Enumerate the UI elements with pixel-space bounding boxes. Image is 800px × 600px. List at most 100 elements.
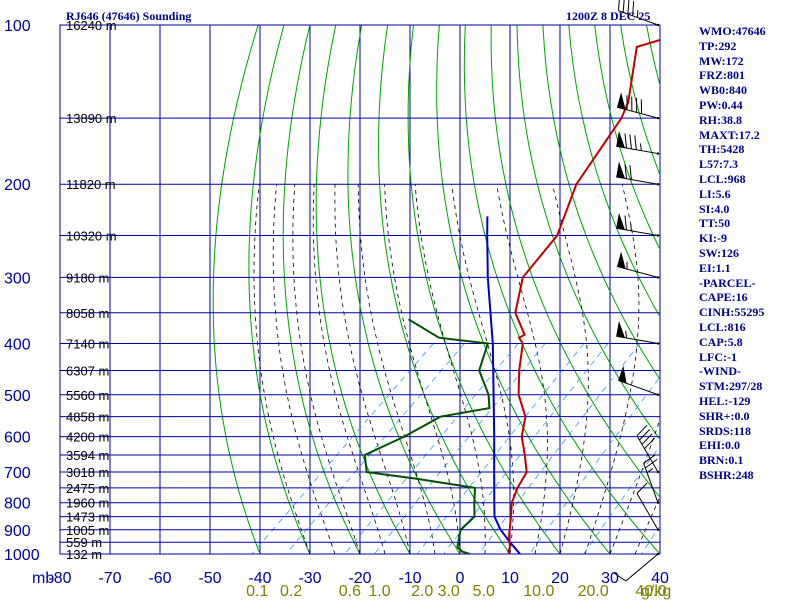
moist-adiabat <box>312 184 386 554</box>
temperature-tick-label: -80 <box>48 570 71 587</box>
mixing-ratio-label: 10.0 <box>523 583 554 600</box>
index-line: HEL:-129 <box>699 393 751 408</box>
temperature-tick-label: -30 <box>298 570 321 587</box>
height-label: 1473 m <box>66 510 109 525</box>
index-line: LCL:816 <box>699 319 746 334</box>
dry-adiabat <box>347 25 461 554</box>
parcel-trace <box>486 216 521 554</box>
moist-adiabat <box>609 418 660 554</box>
moist-adiabat <box>584 184 640 554</box>
height-label: 4200 m <box>66 430 109 445</box>
temperature-tick-label: 40 <box>651 570 669 587</box>
mixing-ratio-label: 40.0 <box>635 583 666 600</box>
mixing-ratio-label: 0.1 <box>246 583 268 600</box>
stability-indices-panel: WMO:47646 TP:292 MW:172 FRZ:801 WB0:840 PW:0.… <box>699 24 799 483</box>
height-label: 16240 m <box>66 18 117 33</box>
dry-adiabat <box>436 25 611 554</box>
pressure-unit-label: mb <box>32 570 54 587</box>
moist-adiabat <box>552 184 589 554</box>
height-label: 2475 m <box>66 481 109 496</box>
dry-adiabat <box>490 25 660 499</box>
moist-adiabat <box>292 184 361 554</box>
index-line: EI:1.1 <box>699 260 731 275</box>
index-line: BSHR:248 <box>699 467 754 482</box>
temperature-tick-label: -40 <box>248 570 271 587</box>
pressure-tick-label: 800 <box>4 496 31 513</box>
mixing-ratio-label: 5.0 <box>473 583 495 600</box>
index-line: CAPE:16 <box>699 290 748 305</box>
index-line: PW:0.44 <box>699 97 743 112</box>
index-line: TT:50 <box>699 216 731 231</box>
moist-adiabat <box>414 184 486 554</box>
index-line: EHI:0.0 <box>699 438 741 453</box>
mixing-ratio-label: 3.0 <box>438 583 460 600</box>
temperature-trace <box>507 38 660 554</box>
temperature-tick-label: 10 <box>501 570 519 587</box>
index-line: -PARCEL- <box>699 275 756 290</box>
height-label: 7140 m <box>66 336 109 351</box>
mixing-ratio-label: 20.0 <box>578 583 609 600</box>
height-label: 5560 m <box>66 388 109 403</box>
index-line: MAXT:17.2 <box>699 127 760 142</box>
wind-barb <box>617 365 660 396</box>
height-label: 3594 m <box>66 448 109 463</box>
dry-adiabat <box>377 25 511 554</box>
mixing-ratio-line <box>528 376 660 554</box>
moist-adiabat <box>272 184 336 554</box>
wind-barb <box>616 130 660 155</box>
mixing-ratio-label: 0.2 <box>280 583 302 600</box>
index-line: BRN:0.1 <box>699 453 744 468</box>
index-line: LCL:968 <box>699 171 746 186</box>
dewpoint-trace <box>363 318 491 554</box>
station-title: RJ646 (47646) Sounding <box>66 9 192 23</box>
wind-barb <box>613 552 660 582</box>
pressure-tick-label: 200 <box>4 177 31 194</box>
temperature-tick-label: 0 <box>456 570 465 587</box>
temperature-tick-label: -50 <box>198 570 221 587</box>
isotherm-lines <box>60 25 660 554</box>
mixing-ratio-line <box>416 343 585 554</box>
temperature-tick-label: -60 <box>148 570 171 587</box>
pressure-tick-label: 600 <box>4 430 31 447</box>
mixing-ratio-unit: g/kg <box>641 583 671 600</box>
index-line: SHR+:0.0 <box>699 408 750 423</box>
index-line: RH:38.8 <box>699 112 742 127</box>
wind-barb <box>636 482 660 531</box>
mixing-ratio-line <box>478 343 640 554</box>
pressure-tick-label: 900 <box>4 523 31 540</box>
sounding-profiles <box>363 38 660 554</box>
mixing-ratio-label: 2.0 <box>411 583 433 600</box>
axis-labels: 0.1 0.2 0.6 1.0 2.0 3.0 5.0 10.0 20.0 40.0g/kg100… <box>4 18 671 600</box>
temperature-tick-label: 20 <box>551 570 569 587</box>
index-line: LI:5.6 <box>699 186 731 201</box>
sounding-time: 1200Z 8 DEC 25 <box>566 9 651 23</box>
wind-barb <box>616 92 660 120</box>
temperature-tick-label: -20 <box>348 570 371 587</box>
height-label: 132 m <box>66 547 102 562</box>
index-line: WB0:840 <box>699 83 747 98</box>
index-line: FRZ:801 <box>699 68 745 83</box>
index-line: SRDS:118 <box>699 423 752 438</box>
pressure-tick-label: 500 <box>4 388 31 405</box>
index-line: STM:297/28 <box>699 379 763 394</box>
height-label: 4858 m <box>66 410 109 425</box>
index-line: -WIND- <box>699 364 741 379</box>
mixing-ratio-line <box>251 343 434 554</box>
pressure-tick-label: 700 <box>4 465 31 482</box>
mixing-ratio-label: 0.6 <box>339 583 361 600</box>
temperature-tick-label: 30 <box>601 570 619 587</box>
index-line: MW:172 <box>699 53 744 68</box>
dry-adiabat <box>212 25 261 554</box>
index-line: SI:4.0 <box>699 201 730 216</box>
index-line: CAP:5.8 <box>699 334 743 349</box>
height-label: 6307 m <box>66 364 109 379</box>
index-line: WMO:47646 <box>699 24 766 38</box>
wind-barbs <box>613 0 660 582</box>
height-label: 11820 m <box>66 177 116 192</box>
temperature-tick-label: -10 <box>398 570 421 587</box>
temperature-tick-label: -70 <box>98 570 121 587</box>
index-line: TH:5428 <box>699 142 745 157</box>
isobar-lines <box>60 24 660 555</box>
height-label: 1005 m <box>66 523 109 538</box>
